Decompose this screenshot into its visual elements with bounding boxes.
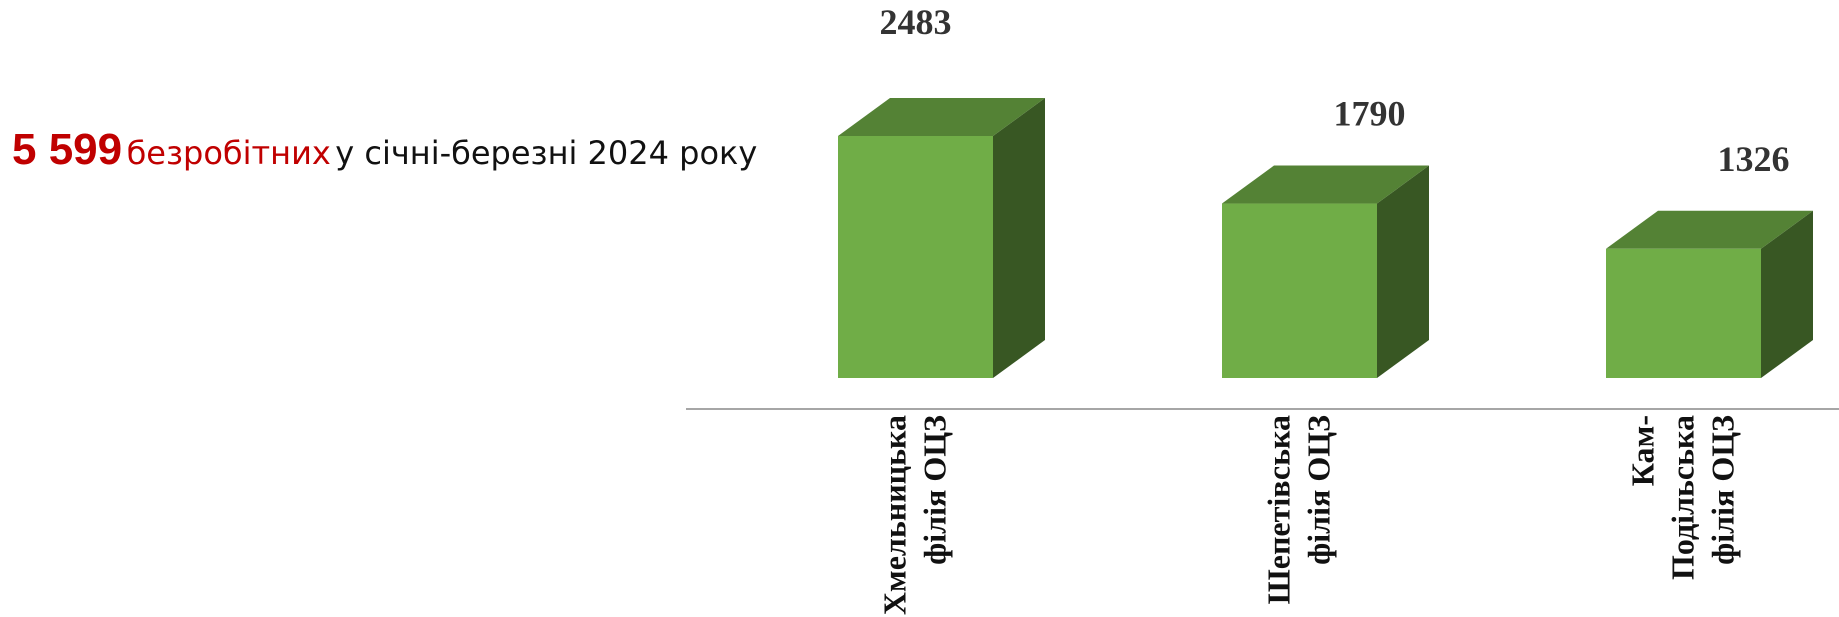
- data-label: 1326: [1718, 139, 1790, 179]
- bar: [838, 136, 993, 378]
- bar: [1222, 203, 1377, 378]
- data-label: 2483: [880, 2, 952, 42]
- category-label-line: Хмельницька: [877, 415, 913, 615]
- category-label: Кам- Подільська філія ОЦЗ: [1625, 415, 1741, 580]
- headline-total: 5 599: [12, 125, 123, 174]
- bar: [1606, 248, 1761, 378]
- bar-top: [1222, 165, 1429, 204]
- headline-highlight: безробітних: [126, 134, 331, 172]
- category-label-line: філія ОЦЗ: [1301, 415, 1337, 565]
- headline: 5 599 безробітних у січні-березні 2024 р…: [12, 128, 757, 172]
- bar-side: [1761, 210, 1813, 378]
- bar-side: [993, 98, 1045, 378]
- category-label-line: філія ОЦЗ: [1705, 415, 1741, 565]
- category-label-line: Шепетівська: [1261, 415, 1297, 604]
- category-label-line: філія ОЦЗ: [917, 415, 953, 565]
- category-label: Шепетівська філія ОЦЗ: [1261, 415, 1337, 604]
- bar-side: [1377, 165, 1429, 378]
- category-label: Хмельницька філія ОЦЗ: [877, 415, 953, 615]
- headline-period: у січні-березні 2024 року: [335, 134, 758, 172]
- data-label: 1790: [1334, 94, 1406, 134]
- category-label-line: Подільська: [1665, 415, 1701, 580]
- category-label-line: Кам-: [1625, 415, 1661, 486]
- bar-top: [838, 98, 1045, 136]
- bar-top: [1606, 210, 1813, 249]
